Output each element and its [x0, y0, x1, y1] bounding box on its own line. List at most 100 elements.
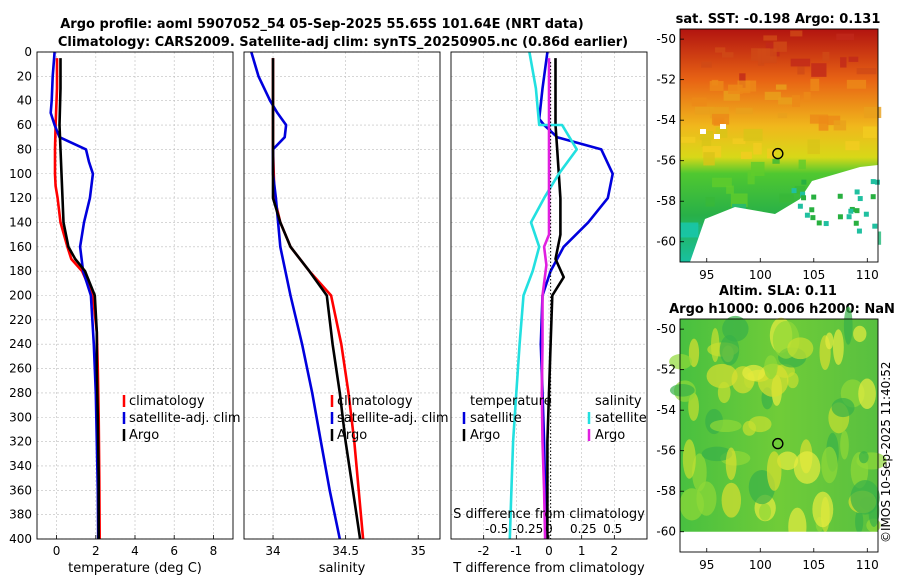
- sla-anomaly-blob: [766, 451, 782, 491]
- sst-pixel: [816, 220, 822, 226]
- figure-title-line2: Climatology: CARS2009. Satellite-adj cli…: [58, 35, 628, 50]
- sst-texture-cell: [811, 63, 827, 77]
- s-difference-tick-label: 0.5: [603, 522, 622, 536]
- x-tick-label: 0: [53, 544, 61, 558]
- x-axis-label: T difference from climatology: [452, 561, 645, 576]
- difference-profile-panel: -2 -1 0 1 2 T difference from climatology -0.5…: [450, 51, 648, 576]
- sst-pixel: [856, 228, 862, 234]
- s-difference-tick-label: -0.5: [485, 522, 508, 536]
- sla-anomaly-blob: [692, 453, 707, 492]
- sst-pixel: [797, 203, 803, 209]
- sst-texture-cell: [728, 84, 743, 94]
- map-y-tick-label: -54: [656, 113, 676, 127]
- map-y-tick-label: -60: [656, 525, 676, 539]
- sla-anomaly-blob: [759, 503, 772, 521]
- sst-texture-cell: [794, 185, 806, 195]
- s-difference-tick-label: 0: [545, 522, 553, 536]
- map-y-tick-label: -58: [656, 194, 676, 208]
- sst-texture-cell: [730, 193, 748, 208]
- y-tick-label: 320: [9, 435, 32, 449]
- sst-pixel: [810, 215, 816, 221]
- sst-pixel: [837, 193, 843, 199]
- sst-texture-cell: [743, 128, 763, 142]
- y-tick-label: 300: [9, 410, 32, 424]
- sst-pixel: [837, 214, 843, 220]
- sla-anomaly-blob: [777, 451, 799, 471]
- x-tick-label: 6: [170, 544, 178, 558]
- watermark: ©IMOS 10-Sep-2025 11:40:52: [879, 361, 893, 543]
- sst-texture-cell: [763, 35, 778, 41]
- map-y-tick-label: -50: [656, 32, 676, 46]
- map-y-tick-label: -56: [656, 154, 676, 168]
- sst-texture-cell: [840, 57, 847, 68]
- s-difference-label: S difference from climatology: [453, 507, 645, 522]
- y-tick-label: 340: [9, 459, 32, 473]
- sst-texture-cell: [862, 126, 877, 138]
- sst-map-title: sat. SST: -0.198 Argo: 0.131: [676, 12, 881, 27]
- sst-texture-cell: [715, 127, 728, 138]
- sla-anomaly-blob: [742, 364, 766, 381]
- map-y-tick-label: -52: [656, 363, 676, 377]
- legend-climatology: climatology: [129, 394, 205, 409]
- sst-pixel: [801, 195, 807, 201]
- map-y-tick-label: -50: [656, 322, 676, 336]
- sla-anomaly-blob: [742, 420, 756, 436]
- y-tick-label: 360: [9, 483, 32, 497]
- sla-anomaly-blob: [858, 451, 869, 464]
- sst-pixel: [874, 179, 880, 185]
- sst-texture-cell: [712, 177, 732, 188]
- x-tick-label: 0: [545, 544, 553, 558]
- sla-anomaly-blob: [821, 446, 838, 484]
- y-tick-label: 120: [9, 191, 32, 205]
- sst-texture-cell: [790, 58, 811, 67]
- series-line-argo: [58, 58, 100, 539]
- sla-anomaly-blob: [831, 397, 855, 418]
- x-tick-label: 2: [92, 544, 100, 558]
- map-x-tick-label: 105: [802, 558, 825, 572]
- sst-texture-cell: [772, 158, 780, 164]
- sst-texture-cell: [715, 47, 726, 53]
- sla-map-panel: 95 100 105 110 -50 -52 -54 -56 -58 -60: [656, 306, 887, 572]
- map-x-tick-label: 100: [749, 268, 772, 282]
- sst-pixel: [872, 223, 878, 229]
- sst-texture-cell: [695, 226, 705, 237]
- legend-header-salinity: salinity: [595, 394, 642, 409]
- series-line-temperature-argo: [546, 58, 566, 539]
- sst-texture-cell: [709, 81, 724, 91]
- sla-map-title-line2: Argo h1000: 0.006 h2000: NaN: [669, 302, 895, 317]
- y-tick-label: 180: [9, 264, 32, 278]
- x-tick-label: 34.5: [332, 544, 359, 558]
- salinity-legend: climatology satellite-adj. clim Argo: [330, 394, 449, 443]
- y-tick-label: 40: [17, 94, 32, 108]
- y-tick-label: 380: [9, 508, 32, 522]
- x-tick-label: 35: [411, 544, 426, 558]
- sla-anomaly-blob: [812, 491, 834, 528]
- sst-texture-cell: [694, 106, 714, 115]
- sst-texture-cell: [764, 91, 781, 101]
- sst-texture-cell: [731, 203, 747, 211]
- series-line-salinity-argo: [540, 58, 551, 540]
- map-x-tick-label: 110: [856, 268, 879, 282]
- no-data-pixel: [714, 134, 720, 139]
- sst-pixel: [854, 208, 860, 214]
- map-y-tick-label: -56: [656, 444, 676, 458]
- sla-anomaly-blob: [701, 446, 733, 462]
- x-tick-label: 1: [578, 544, 586, 558]
- y-tick-label: 280: [9, 386, 32, 400]
- salinity-profile-panel: 34 34.5 35 salinity: [243, 51, 441, 576]
- series-line-satellite-adj-clim: [49, 51, 100, 540]
- sla-anomaly-blob: [858, 378, 876, 409]
- x-tick-label: 34: [265, 544, 280, 558]
- sst-texture-cell: [691, 97, 707, 107]
- legend-climatology: climatology: [337, 394, 413, 409]
- sst-texture-cell: [761, 48, 777, 64]
- sla-anomaly-blob: [721, 482, 742, 518]
- series-line-argo: [271, 58, 362, 540]
- sst-texture-cell: [753, 142, 762, 155]
- sst-pixel: [870, 179, 876, 185]
- no-data-pixel: [720, 124, 726, 129]
- map-y-tick-label: -60: [656, 235, 676, 249]
- y-tick-label: 100: [9, 167, 32, 181]
- argo-location-marker: [772, 147, 784, 160]
- sst-texture-cell: [700, 130, 714, 141]
